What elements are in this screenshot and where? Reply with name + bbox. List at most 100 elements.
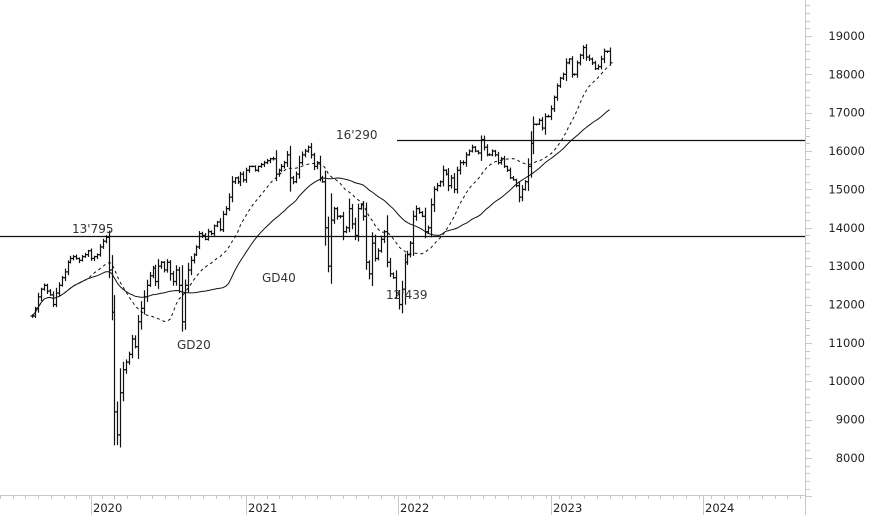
ohlc-bar: [309, 143, 314, 159]
ohlc-bar: [303, 148, 308, 158]
ohlc-bar: [435, 182, 440, 192]
ohlc-bar: [189, 256, 194, 276]
ohlc-bar: [142, 290, 147, 315]
ohlc-bar: [145, 279, 150, 302]
ohlc-bar: [121, 361, 126, 402]
ohlc-bar: [326, 216, 331, 273]
ohlc-bar: [241, 171, 246, 183]
ohlc-bar: [291, 175, 296, 185]
x-tick-label: 2022: [400, 501, 429, 515]
y-tick-label: 11000: [828, 336, 865, 350]
ohlc-bar: [552, 95, 557, 112]
ohlc-bar: [520, 184, 525, 202]
ohlc-bar: [206, 228, 211, 241]
ohlc-bar: [177, 266, 182, 294]
ohlc-bar: [130, 334, 135, 359]
ohlc-bar: [57, 282, 62, 296]
ohlc-bar: [350, 203, 355, 230]
y-tick-label: 18000: [828, 67, 865, 81]
ohlc-bar: [98, 244, 103, 257]
ohlc-bar: [209, 230, 214, 236]
ohlc-bar: [379, 235, 384, 253]
ohlc-bar: [344, 225, 349, 234]
x-tick-label: 2023: [553, 501, 582, 515]
ohlc-bar: [174, 265, 179, 286]
y-tick-label: 8000: [836, 451, 865, 465]
ohlc-bar: [227, 193, 232, 211]
horizontal-levels: [0, 139, 805, 238]
y-tick-label: 17000: [828, 106, 865, 120]
ohlc-bar: [367, 260, 372, 280]
ohlc-bar: [376, 248, 381, 261]
y-tick-label: 16000: [828, 144, 865, 158]
ohlc-bar: [370, 232, 375, 287]
ohlc-bar: [335, 206, 340, 220]
y-axis-ticks: 19000 18000 17000 16000 15000 14000 13000 12000…: [805, 5, 865, 497]
ohlc-bar: [148, 271, 153, 287]
ohlc-bar: [230, 176, 235, 203]
x-tick-label: 2024: [705, 501, 734, 515]
ohlc-bar: [470, 144, 475, 153]
ohlc-bar: [107, 230, 112, 279]
ohlc-bar: [224, 206, 229, 216]
ohlc-bar: [297, 155, 302, 179]
ohlc-bar: [505, 165, 510, 172]
ohlc-bar: [71, 255, 76, 261]
ohlc-bar: [323, 170, 328, 246]
ohlc-bar: [590, 57, 595, 66]
ohlc-bar: [68, 255, 73, 264]
ohlc-bar: [168, 260, 173, 281]
ohlc-bar: [274, 150, 279, 182]
y-tick-label: 13000: [828, 259, 865, 273]
ohlc-bar: [549, 105, 554, 121]
ohlc-bar: [162, 261, 167, 273]
ohlc-bar: [599, 55, 604, 70]
ohlc-bar: [153, 264, 158, 286]
ohlc-bar: [385, 215, 390, 268]
ohlc-bar: [329, 193, 334, 284]
ohlc-bar: [165, 259, 170, 273]
annotation-label: 12'439: [386, 288, 427, 302]
ohlc-bar: [306, 145, 311, 153]
x-axis-ticks: 2020 2021 2022 2023 2024: [0, 495, 801, 515]
ohlc-bar: [80, 254, 85, 262]
ohlc-bar: [441, 165, 446, 187]
ohlc-bar: [101, 238, 106, 249]
ohlc-bar: [449, 174, 454, 189]
ohlc-bar: [411, 210, 416, 256]
ohlc-bar: [118, 368, 123, 448]
y-tick-label: 10000: [828, 374, 865, 388]
ohlc-bar: [83, 252, 88, 258]
chart-annotations: 13'795 16'290 12'439 GD20 GD40: [72, 128, 427, 352]
ohlc-bar: [347, 198, 352, 233]
y-tick-label: 12000: [828, 298, 865, 312]
ohlc-bar: [186, 262, 191, 293]
annotation-label: GD20: [177, 338, 211, 352]
gd20-moving-average-line: [32, 65, 610, 323]
ohlc-bar: [285, 151, 290, 167]
ohlc-bar: [373, 234, 378, 262]
ohlc-bars: [30, 44, 613, 448]
ohlc-bar: [300, 151, 305, 166]
ohlc-bar: [517, 181, 522, 203]
gd40-moving-average-line: [32, 109, 610, 317]
ohlc-bar: [139, 301, 144, 330]
x-tick-label: 2020: [93, 501, 122, 515]
ohlc-bar: [127, 351, 132, 365]
ohlc-bar: [171, 271, 176, 286]
annotation-label: 16'290: [336, 128, 377, 142]
ohlc-bar: [63, 268, 68, 282]
y-tick-label: 9000: [836, 413, 865, 427]
y-tick-label: 15000: [828, 182, 865, 196]
ohlc-bar: [265, 158, 270, 165]
ohlc-bar: [482, 135, 487, 151]
ohlc-bar: [312, 152, 317, 171]
ohlc-bar: [356, 203, 361, 242]
ohlc-bar: [332, 206, 337, 224]
ohlc-bar: [537, 118, 542, 126]
ohlc-bar: [452, 173, 457, 194]
annotation-label: GD40: [262, 271, 296, 285]
ohlc-bar: [279, 163, 284, 172]
ohlc-bar: [608, 47, 613, 66]
